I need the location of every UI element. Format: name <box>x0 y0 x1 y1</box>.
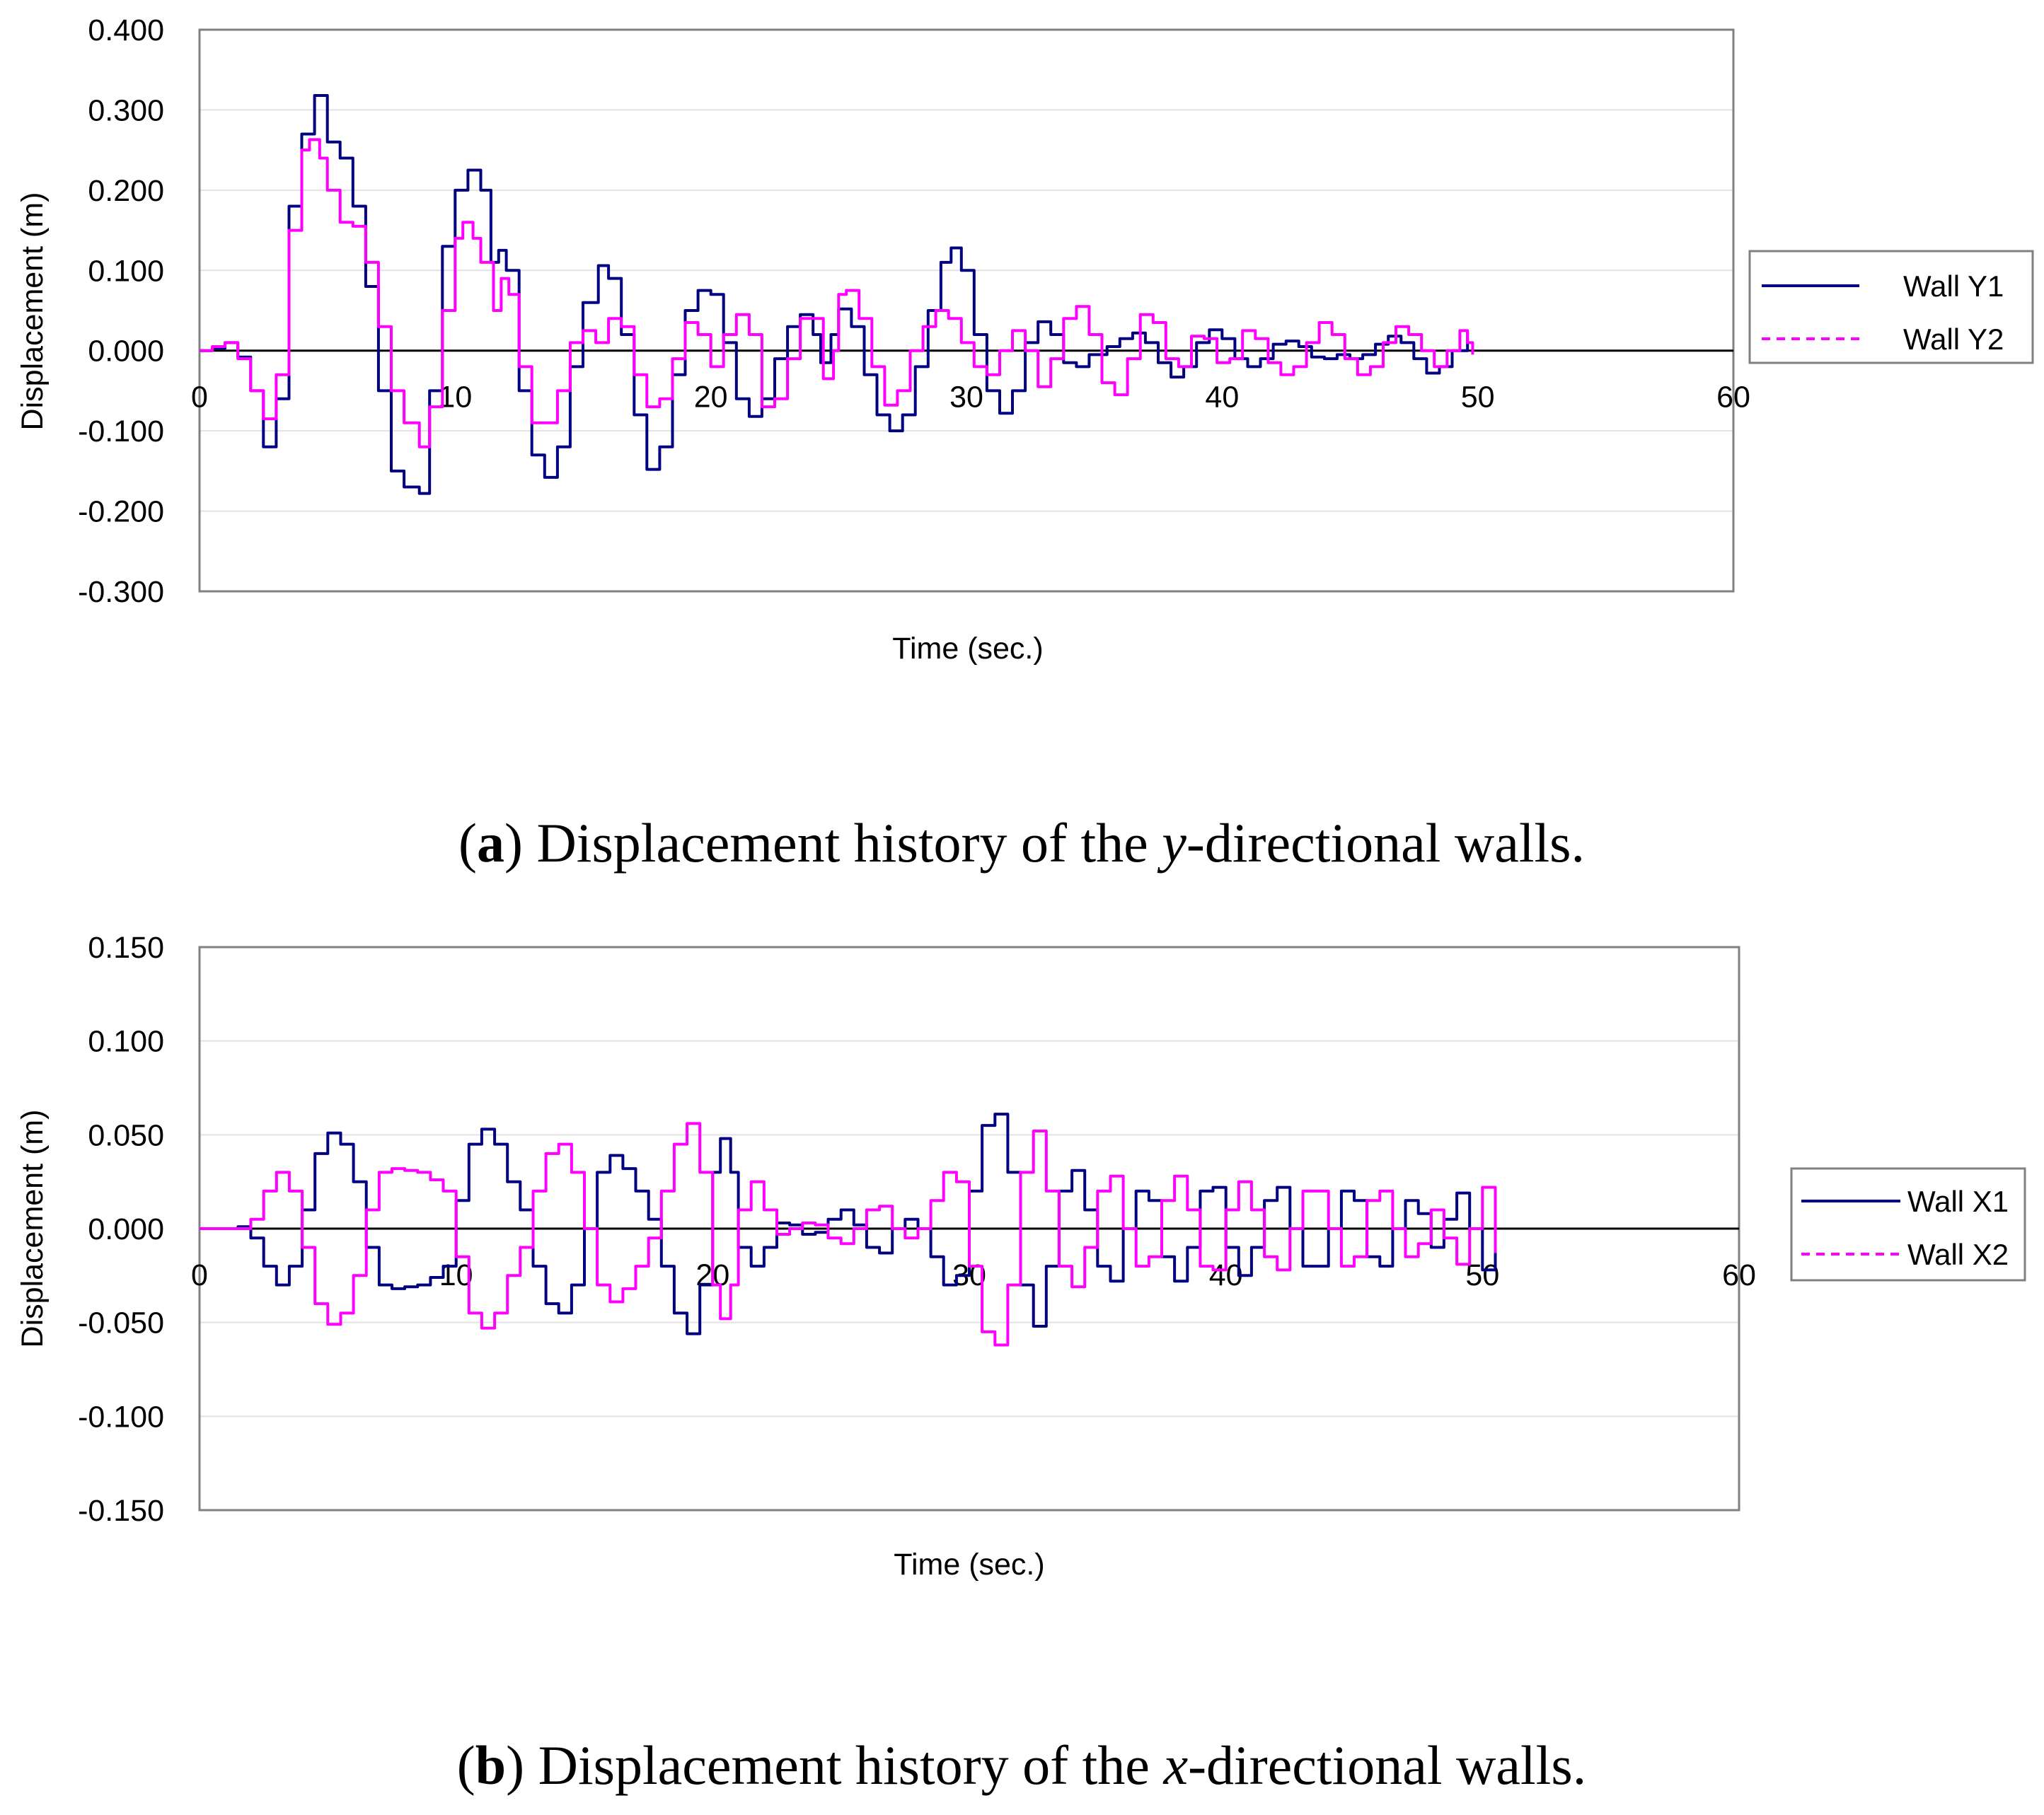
y-tick-label: -0.100 <box>78 414 164 448</box>
y-tick-label: 0.050 <box>88 1118 164 1152</box>
panel-a-plot-area <box>198 28 1735 593</box>
panel-a-y-tick-labels: 0.400 0.300 0.200 0.100 0.000 -0.100 -0.200 -0.… <box>78 13 164 609</box>
panel-a-caption-letter: a <box>477 812 504 874</box>
series-line-wall-x2 <box>200 1122 1497 1347</box>
legend-label-wall-x1: Wall X1 <box>1907 1185 2009 1218</box>
x-tick-label: 50 <box>1461 381 1495 414</box>
x-tick-label: 60 <box>1716 381 1750 414</box>
panel-a-x-axis-title: Time (sec.) <box>892 632 1043 666</box>
x-tick-label: 10 <box>438 381 472 414</box>
y-tick-label: 0.200 <box>88 174 164 208</box>
y-tick-label: -0.100 <box>78 1400 164 1434</box>
panel-b-caption-var: x <box>1162 1734 1188 1796</box>
panel-b-caption-letter: b <box>475 1734 506 1796</box>
panel-a-legend-box <box>1748 250 2034 364</box>
panel-b-caption-post: -directional walls. <box>1188 1734 1586 1796</box>
x-tick-label: 40 <box>1205 381 1239 414</box>
legend-label-wall-y1: Wall Y1 <box>1903 269 2004 303</box>
y-tick-label: 0.000 <box>88 1212 164 1246</box>
y-tick-label: 0.100 <box>88 1025 164 1059</box>
y-tick-label: -0.050 <box>78 1306 164 1340</box>
x-tick-label: 0 <box>191 381 208 414</box>
y-tick-label: 0.400 <box>88 13 164 47</box>
panel-a-y-axis-title: Displacement (m) <box>16 192 50 431</box>
panel-a-series-lines <box>200 94 1474 495</box>
panel-b-y-tick-labels: 0.150 0.100 0.050 0.000 -0.050 -0.100 -0.150 <box>78 931 164 1528</box>
panel-b-y-axis-title: Displacement (m) <box>16 1110 50 1348</box>
x-tick-label: 60 <box>1722 1258 1756 1292</box>
panel-a-caption-var: y <box>1157 812 1186 874</box>
y-tick-label: 0.300 <box>88 93 164 127</box>
panel-b-x-axis-title: Time (sec.) <box>894 1548 1044 1582</box>
series-line-wall-y2 <box>200 138 1474 448</box>
panel-a-chart: 0.400 0.300 0.200 0.100 0.000 -0.100 -0.200 -0.… <box>16 13 2034 874</box>
y-tick-label: 0.150 <box>88 931 164 965</box>
y-tick-label: -0.150 <box>78 1494 164 1528</box>
y-tick-label: 0.100 <box>88 254 164 288</box>
series-line-wall-x1 <box>200 1113 1497 1335</box>
x-tick-label: 20 <box>694 381 728 414</box>
panel-a-caption-post: -directional walls. <box>1186 812 1585 874</box>
panel-b-series-lines <box>200 1113 1497 1347</box>
legend-label-wall-y2: Wall Y2 <box>1903 323 2004 356</box>
y-tick-label: 0.000 <box>88 335 164 369</box>
panel-a-legend: Wall Y1 Wall Y2 <box>1748 250 2034 364</box>
panel-b-legend: Wall X1 Wall X2 <box>1790 1167 2026 1282</box>
x-tick-label: 30 <box>949 381 983 414</box>
y-tick-label: -0.200 <box>78 495 164 529</box>
panel-b-caption: (b) Displacement history of the x-direct… <box>457 1734 1586 1796</box>
panel-b-chart: 0.150 0.100 0.050 0.000 -0.050 -0.100 -0.150 0… <box>16 931 2026 1796</box>
legend-label-wall-x2: Wall X2 <box>1907 1238 2009 1271</box>
series-line-wall-y1 <box>200 94 1470 495</box>
panel-a-caption-pre: Displacement history of the <box>523 812 1162 874</box>
panel-b-x-tick-labels: 0 10 20 30 40 50 60 <box>191 1258 1756 1292</box>
panel-a-caption: (a) Displacement history of the y-direct… <box>458 812 1585 874</box>
y-tick-label: -0.300 <box>78 575 164 609</box>
panel-b-caption-pre: Displacement history of the <box>524 1734 1163 1796</box>
x-tick-label: 0 <box>191 1258 208 1292</box>
panel-a-x-tick-labels: 0 10 20 30 40 50 60 <box>191 381 1750 414</box>
panel-b-legend-box <box>1790 1167 2026 1282</box>
